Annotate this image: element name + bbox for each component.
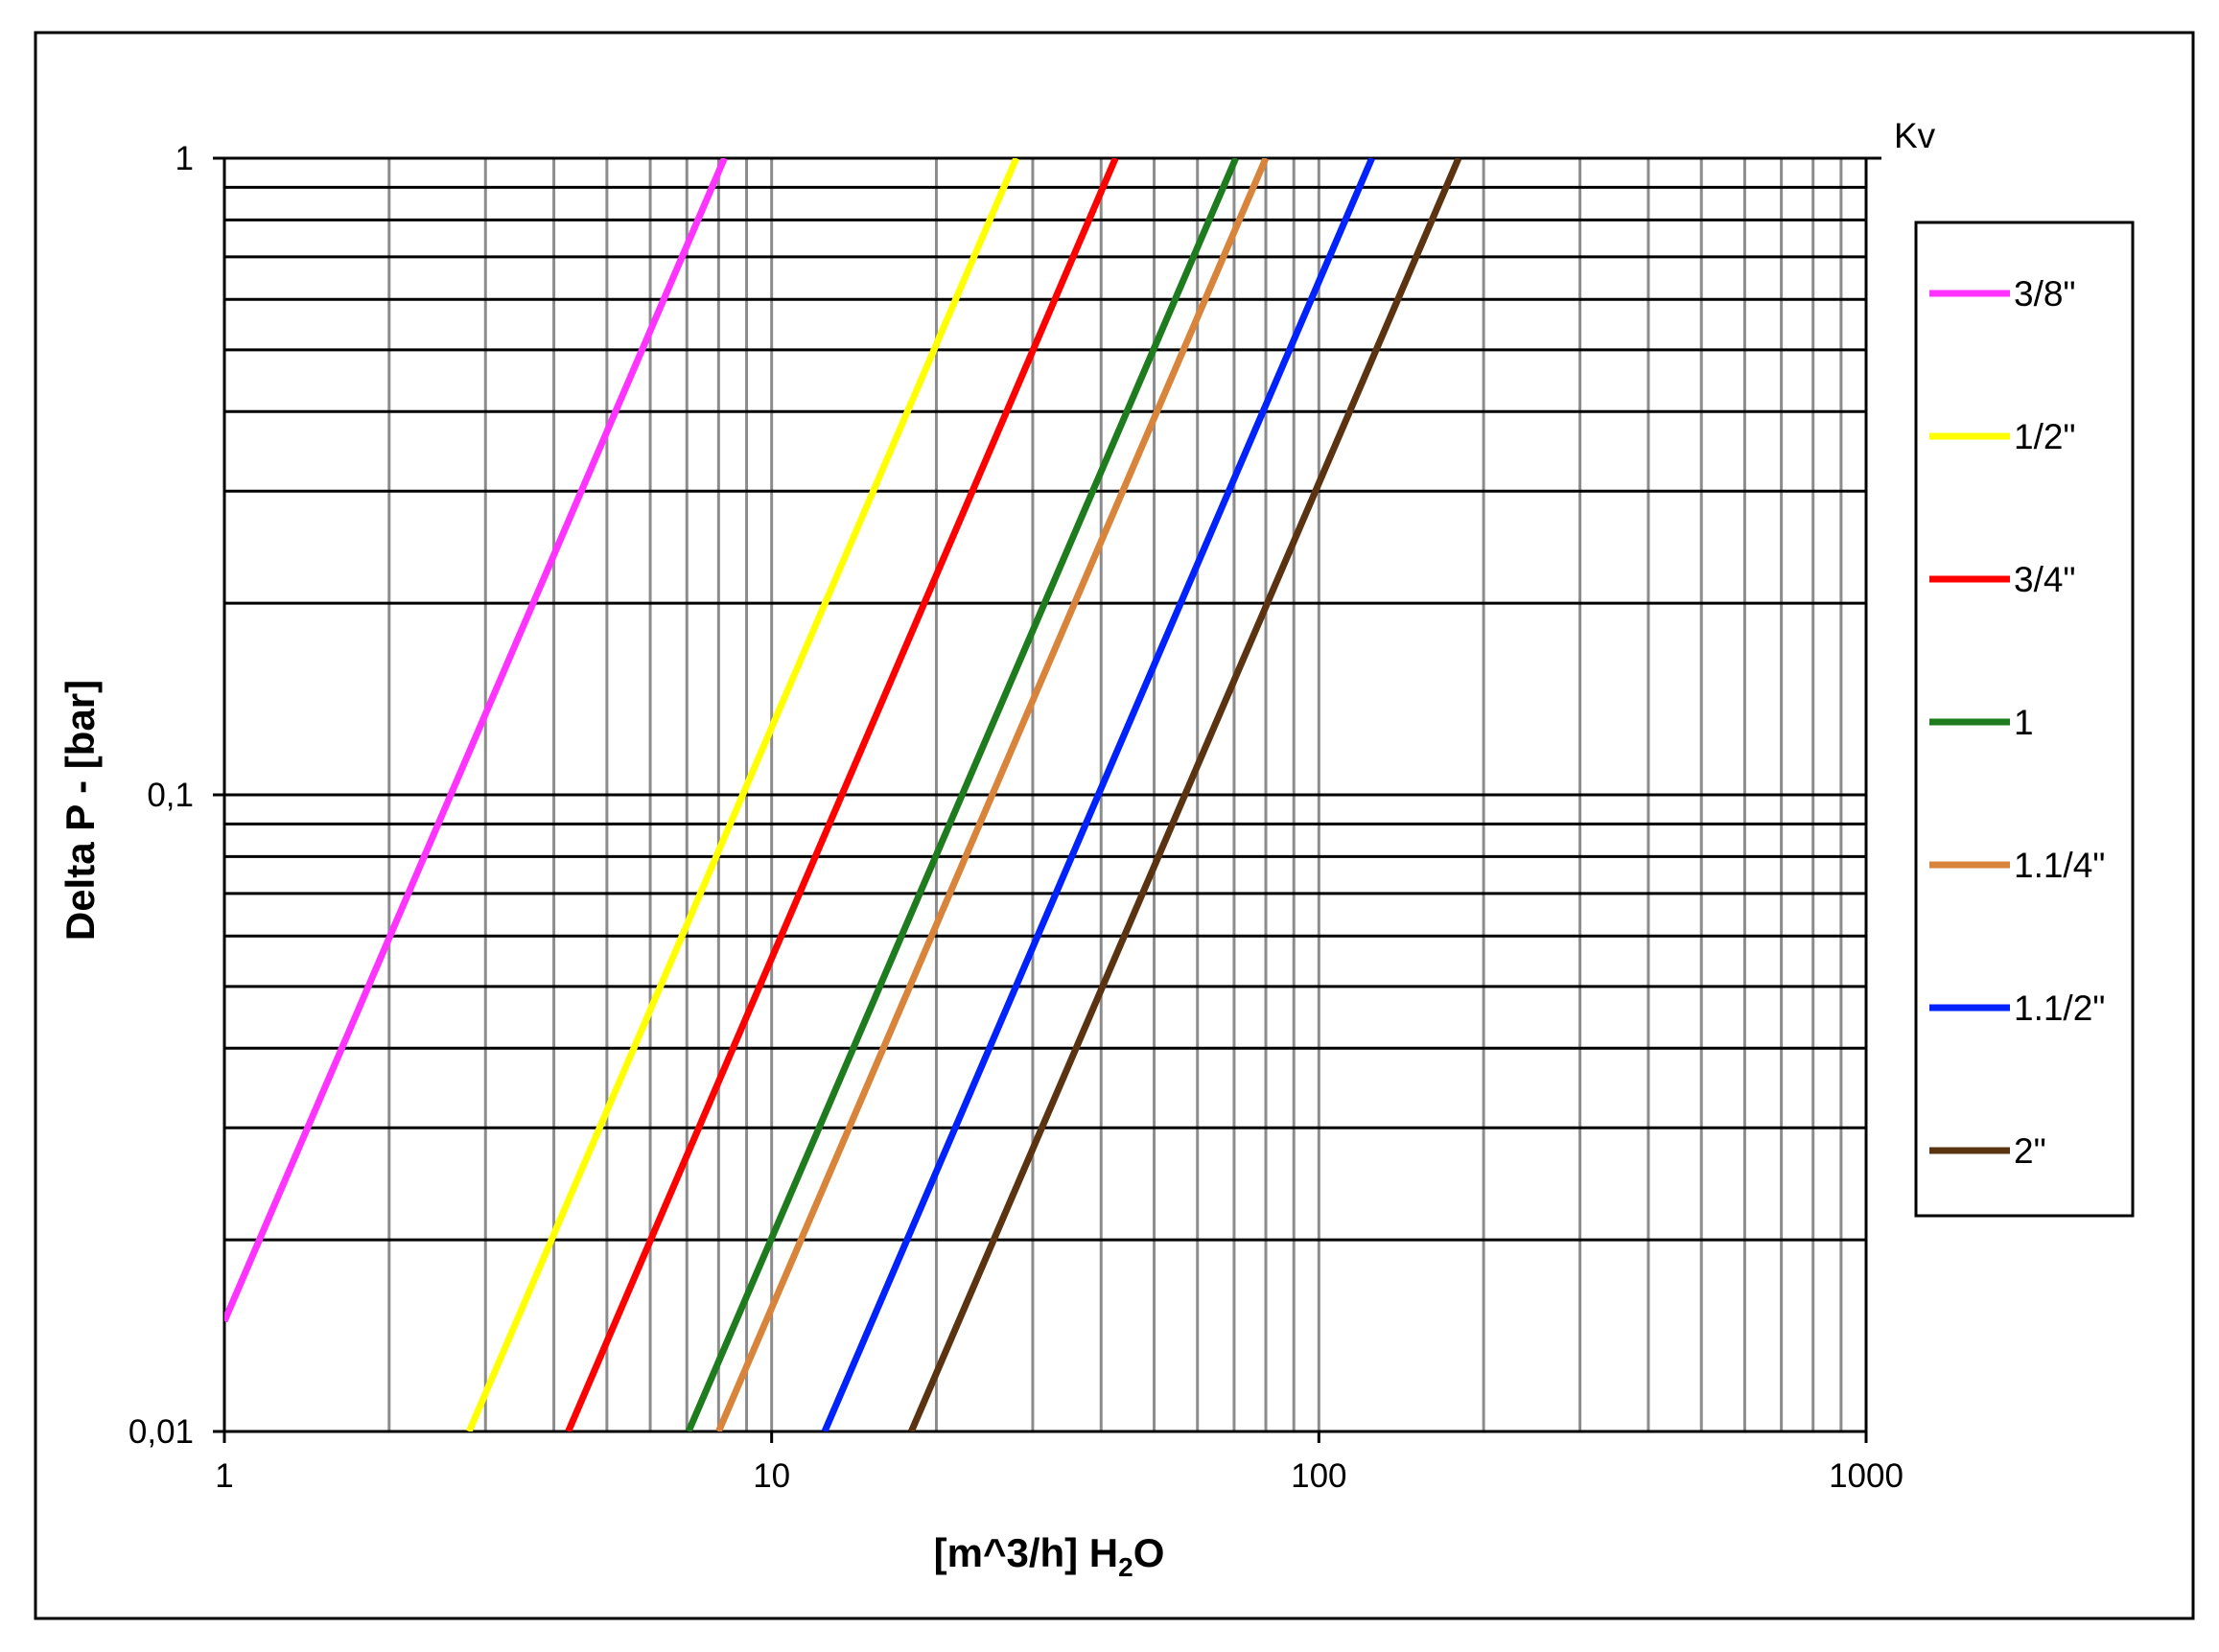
x-axis-title-tail: O [1133,1530,1165,1575]
x-tick-label: 10 [753,1457,790,1495]
series-lines [224,158,1462,1431]
series-line [565,158,1119,1431]
legend-label: 3/4" [2014,560,2076,599]
series-line [821,158,1375,1431]
legend-label: 1.1/2" [2014,989,2105,1028]
corner-label-kv: Kv [1894,116,1936,155]
series-line [715,158,1270,1431]
x-tick-label: 100 [1291,1457,1346,1495]
legend-label: 3/8" [2014,274,2076,314]
legend-label: 2" [2014,1131,2046,1171]
y-axis-title: Delta P - [bar] [58,680,103,941]
legend: 3/8" 1/2" 3/4" 1 1.1/4" 1.1/2" 2" [1929,274,2105,1171]
x-axis-title: [m^3/h] H2O [934,1530,1165,1582]
x-tick-label: 1 [215,1457,233,1495]
y-tick-label: 0,01 [128,1413,194,1451]
series-line [908,158,1462,1431]
x-axis-title-main: [m^3/h] H [934,1530,1119,1575]
series-line [224,158,728,1323]
legend-label: 1 [2014,703,2034,742]
y-tick-labels: 0,01 0,1 1 [128,140,224,1451]
x-tick-labels: 1 10 100 1000 [215,1431,1904,1495]
series-line [685,158,1239,1431]
legend-label: 1/2" [2014,417,2076,456]
x-tick-label: 1000 [1829,1457,1904,1495]
y-tick-label: 1 [175,140,194,177]
legend-label: 1.1/4" [2014,846,2105,885]
y-tick-label: 0,1 [147,777,194,814]
chart-border [34,31,2195,1620]
x-axis-title-subscript: 2 [1118,1552,1133,1582]
series-line [465,158,1020,1431]
